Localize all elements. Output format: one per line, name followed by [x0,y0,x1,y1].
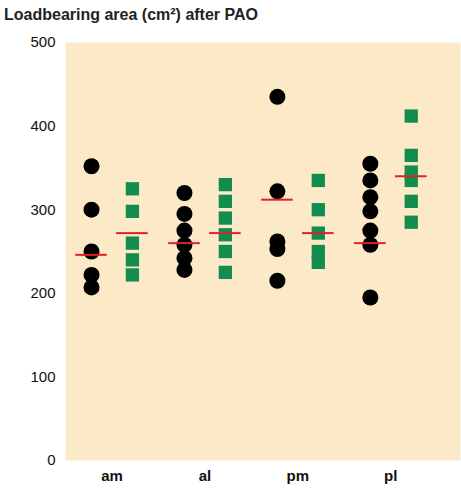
svg-text:al: al [199,467,212,484]
html-text:Loadbearing area (cm²) after P: Loadbearing area (cm²) after PAO [4,6,258,23]
svg-text:0: 0 [47,451,55,468]
svg-text:100: 100 [30,368,55,385]
svg-text:am: am [101,467,123,484]
svg-text:200: 200 [30,284,55,301]
svg-text:400: 400 [30,117,55,134]
svg-text:pm: pm [287,467,310,484]
svg-text:300: 300 [30,201,55,218]
svg-text:pl: pl [384,467,397,484]
svg-text:500: 500 [30,33,55,50]
